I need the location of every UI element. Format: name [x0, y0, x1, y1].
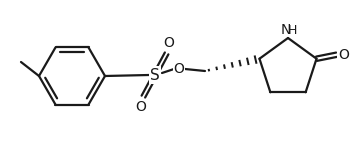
Text: O: O — [174, 62, 184, 76]
Text: H: H — [287, 24, 297, 37]
Text: S: S — [150, 68, 160, 83]
Text: O: O — [136, 100, 146, 114]
Text: O: O — [338, 48, 349, 62]
Text: O: O — [164, 36, 174, 50]
Text: N: N — [281, 23, 291, 37]
